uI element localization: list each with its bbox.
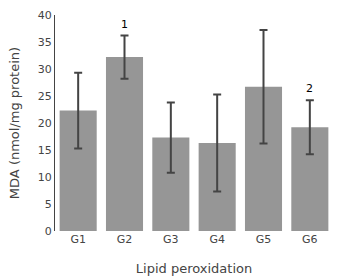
svg-text:2: 2 [306, 82, 313, 95]
svg-text:G3: G3 [163, 233, 179, 246]
svg-text:40: 40 [38, 9, 52, 22]
svg-text:5: 5 [45, 198, 52, 211]
svg-text:G4: G4 [209, 233, 225, 246]
svg-text:35: 35 [38, 36, 52, 49]
svg-text:G2: G2 [117, 233, 133, 246]
svg-text:MDA (nmol/mg protein): MDA (nmol/mg protein) [7, 47, 22, 199]
svg-text:1: 1 [121, 18, 128, 31]
svg-text:25: 25 [38, 90, 52, 103]
svg-text:20: 20 [38, 117, 52, 130]
svg-text:30: 30 [38, 63, 52, 76]
svg-text:0: 0 [45, 225, 52, 238]
svg-text:Lipid peroxidation: Lipid peroxidation [136, 261, 252, 276]
svg-text:10: 10 [38, 171, 52, 184]
svg-text:G6: G6 [302, 233, 318, 246]
svg-text:G5: G5 [256, 233, 272, 246]
svg-text:G1: G1 [70, 233, 86, 246]
svg-text:15: 15 [38, 144, 52, 157]
